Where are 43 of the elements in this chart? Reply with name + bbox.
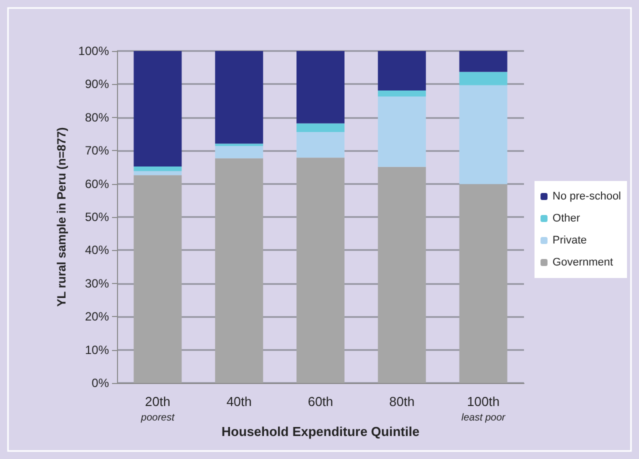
bar: [296, 123, 344, 132]
y-tick-label: 30%: [84, 276, 110, 290]
bar: [296, 132, 344, 158]
y-tick-label: 50%: [84, 210, 110, 224]
bar: [134, 171, 182, 176]
x-tick-label: 20th: [145, 394, 170, 409]
text: poorest: [140, 412, 176, 424]
y-tick-label: 40%: [84, 243, 110, 258]
bar: [134, 175, 182, 383]
bar: [215, 51, 264, 144]
legend-label: Other: [552, 212, 580, 224]
bar: [378, 51, 426, 91]
bar: [134, 51, 182, 167]
x-tick-label: 100th: [467, 394, 500, 409]
bar: [296, 51, 344, 124]
bar: [459, 184, 508, 383]
x-tick-label: 60th: [308, 394, 334, 409]
y-tick-label: 10%: [84, 342, 110, 357]
y-tick-label: 60%: [84, 176, 110, 191]
y-tick-label: 70%: [84, 144, 110, 158]
y-tick-label: 90%: [84, 77, 110, 92]
bar: [459, 85, 508, 184]
y-axis-title: YL rural sample in Peru (n=877): [54, 127, 68, 307]
x-tick-label: 40th: [226, 394, 252, 409]
bar: [378, 166, 426, 383]
y-tick-label: 80%: [84, 110, 110, 124]
x-tick-label: 80th: [389, 394, 415, 409]
y-tick-label: 20%: [84, 310, 110, 324]
legend-label: Government: [552, 256, 614, 268]
y-tick-label: 100%: [78, 44, 110, 58]
text: least poor: [461, 412, 506, 424]
x-axis-title: Household Expenditure Quintile: [222, 424, 420, 439]
bar: [378, 90, 426, 96]
bar: [296, 158, 344, 383]
bar: [134, 166, 182, 172]
bar: [215, 158, 264, 383]
legend-label: No pre-school: [552, 190, 622, 202]
y-tick-label: 0%: [92, 376, 110, 390]
bar: [459, 51, 508, 72]
bar: [215, 146, 264, 158]
legend-label: Private: [552, 234, 587, 246]
bar: [378, 96, 426, 167]
bar: [459, 72, 508, 86]
